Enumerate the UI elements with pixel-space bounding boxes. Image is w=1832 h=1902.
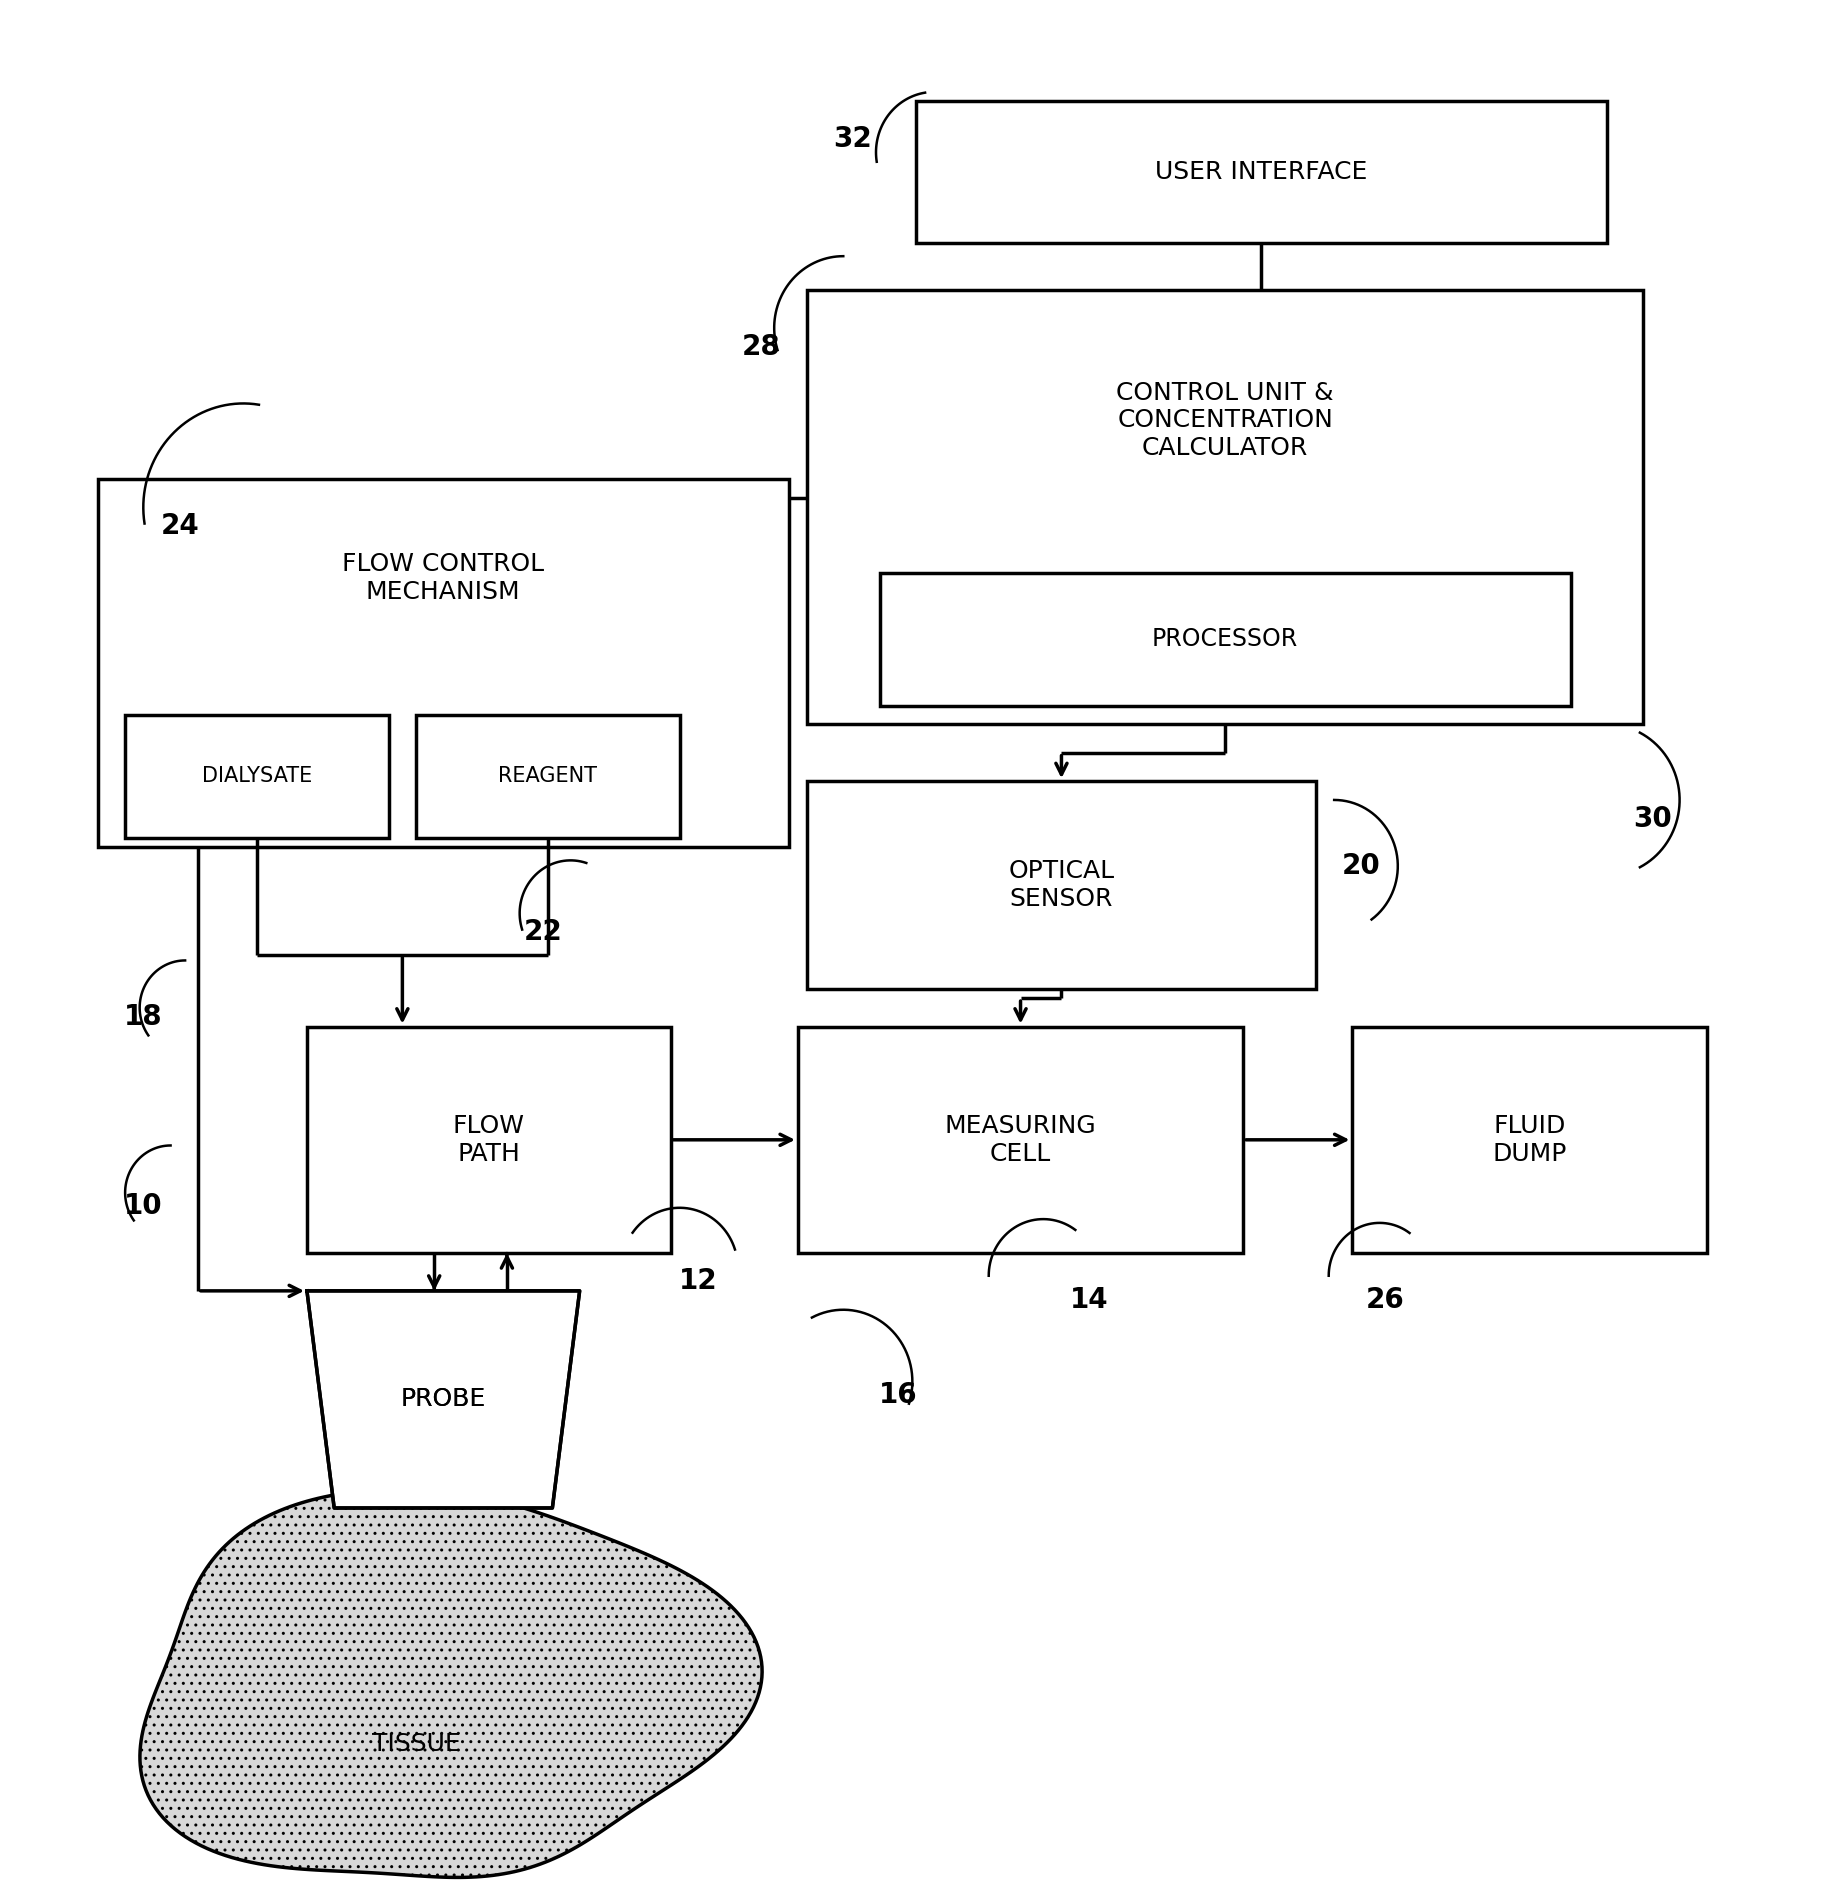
Text: CONTROL UNIT &
CONCENTRATION
CALCULATOR: CONTROL UNIT & CONCENTRATION CALCULATOR (1116, 380, 1334, 460)
Text: MEASURING
CELL: MEASURING CELL (945, 1115, 1096, 1166)
Text: FLUID
DUMP: FLUID DUMP (1493, 1115, 1566, 1166)
Text: PROBE: PROBE (401, 1387, 485, 1411)
Text: 22: 22 (524, 919, 562, 945)
Text: 20: 20 (1343, 852, 1381, 881)
Polygon shape (139, 1489, 762, 1877)
Text: TISSUE: TISSUE (372, 1733, 460, 1756)
Bar (797, 1027, 1244, 1253)
Bar (308, 1027, 671, 1253)
Bar (416, 715, 680, 837)
Text: 30: 30 (1632, 805, 1673, 833)
Text: FLOW
PATH: FLOW PATH (453, 1115, 524, 1166)
Text: USER INTERFACE: USER INTERFACE (1156, 160, 1369, 184)
Text: PROBE: PROBE (401, 1387, 485, 1411)
Text: PROCESSOR: PROCESSOR (1152, 628, 1299, 652)
Bar (125, 715, 388, 837)
Bar (916, 101, 1607, 243)
Bar (806, 782, 1315, 989)
Text: OPTICAL
SENSOR: OPTICAL SENSOR (1008, 860, 1114, 911)
Text: REAGENT: REAGENT (498, 767, 597, 786)
Text: FLOW CONTROL
MECHANISM: FLOW CONTROL MECHANISM (343, 552, 544, 605)
Text: 28: 28 (742, 333, 780, 361)
Text: 24: 24 (159, 512, 200, 540)
Text: DIALYSATE: DIALYSATE (202, 767, 311, 786)
Text: 26: 26 (1365, 1286, 1405, 1314)
Text: 14: 14 (1070, 1286, 1108, 1314)
Text: 10: 10 (125, 1193, 163, 1219)
Text: 18: 18 (125, 1002, 163, 1031)
Bar (806, 291, 1643, 725)
Bar (97, 479, 790, 846)
Bar (1352, 1027, 1707, 1253)
Bar (879, 573, 1570, 706)
Text: 16: 16 (879, 1381, 918, 1409)
Text: 12: 12 (678, 1267, 716, 1295)
Text: 32: 32 (834, 126, 872, 154)
Polygon shape (308, 1291, 579, 1508)
